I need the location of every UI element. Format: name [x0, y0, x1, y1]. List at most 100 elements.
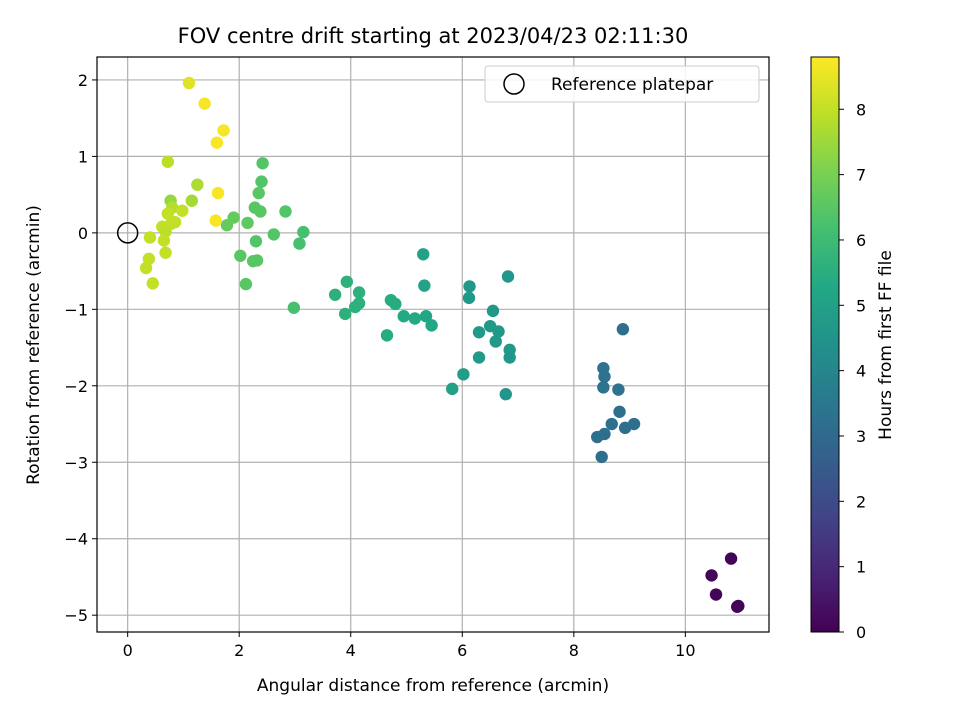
colorbar-tick-label: 2 [856, 492, 866, 511]
data-point [297, 225, 310, 239]
data-point [328, 288, 342, 301]
x-tick-label: 8 [569, 641, 579, 660]
data-point [472, 351, 486, 364]
data-point [210, 136, 224, 149]
data-point [143, 231, 157, 244]
data-point [612, 383, 625, 396]
y-tick-label: −2 [64, 377, 88, 396]
data-point [287, 301, 301, 314]
colorbar-tick-label: 1 [856, 558, 866, 577]
colorbar-tick-label: 5 [856, 296, 866, 315]
data-point [616, 323, 630, 336]
data-point [419, 310, 433, 323]
legend-box [484, 65, 760, 103]
reference-marker [116, 222, 139, 244]
colorbar-gradient [810, 56, 840, 633]
legend-entry-reference: Reference platepar [551, 75, 713, 95]
data-point [384, 293, 398, 307]
y-tick-label: −1 [64, 300, 88, 319]
y-tick-label: −4 [64, 530, 88, 549]
colorbar-label: Hours from first FF file [876, 250, 896, 440]
data-point [598, 370, 611, 383]
data-point [220, 219, 234, 232]
colorbar-tick-label: 0 [856, 623, 866, 642]
data-point [234, 249, 247, 263]
data-point [446, 382, 459, 396]
data-point [595, 450, 608, 464]
data-point [352, 286, 366, 299]
data-point [627, 417, 641, 431]
x-tick-label: 6 [457, 641, 467, 660]
data-point [146, 277, 159, 290]
y-tick-label: −5 [64, 606, 88, 625]
data-point [338, 307, 352, 321]
data-point [241, 216, 254, 230]
y-axis-label: Rotation from reference (arcmin) [24, 205, 44, 485]
data-point [499, 388, 512, 401]
colorbar: 0 1 2 3 4 5 6 7 8 Hours from first FF file [810, 56, 896, 642]
data-point [211, 186, 225, 200]
grid [97, 57, 769, 632]
data-point [249, 235, 263, 248]
data-point [161, 155, 175, 168]
y-tick-label: 0 [78, 224, 88, 243]
data-point [492, 325, 505, 338]
data-point [217, 124, 230, 137]
data-point [254, 205, 267, 218]
reference-platepar-marker [116, 222, 139, 244]
data-point [731, 600, 744, 613]
colorbar-tick-label: 7 [856, 166, 866, 185]
chart-title: FOV centre drift starting at 2023/04/23 … [178, 24, 689, 48]
data-point [613, 405, 626, 418]
data-point [293, 237, 306, 250]
data-point [408, 312, 422, 325]
data-point [176, 204, 189, 217]
data-point [472, 326, 486, 339]
data-point [209, 214, 222, 227]
data-points [139, 76, 745, 613]
data-point [397, 310, 410, 323]
data-point [256, 157, 269, 170]
data-point [489, 335, 502, 348]
data-point [462, 291, 476, 305]
data-point [503, 351, 516, 364]
x-tick-label: 2 [234, 641, 244, 660]
x-axis-label: Angular distance from reference (arcmin) [257, 676, 609, 696]
data-point [418, 279, 431, 292]
colorbar-ticks: 0 1 2 3 4 5 6 7 8 [839, 100, 866, 642]
colorbar-tick-label: 4 [856, 362, 866, 381]
data-point [463, 280, 476, 293]
plot-frame [96, 56, 770, 633]
data-point [349, 300, 362, 314]
data-point [185, 194, 199, 207]
legend-marker-icon [503, 73, 525, 95]
data-point [159, 246, 172, 259]
x-tick-label: 0 [123, 641, 133, 660]
data-point [591, 430, 604, 444]
data-point [724, 552, 738, 565]
data-point [182, 76, 196, 90]
y-tick-label: 2 [78, 71, 88, 90]
data-point [250, 254, 264, 267]
y-tick-label: 1 [78, 147, 88, 166]
x-tick-label: 4 [346, 641, 356, 660]
data-point [198, 97, 211, 110]
y-tick-label: −3 [64, 453, 88, 472]
x-tick-label: 10 [675, 641, 695, 660]
legend: Reference platepar [484, 65, 760, 103]
colorbar-tick-label: 6 [856, 231, 866, 250]
data-point [139, 261, 153, 275]
data-point [417, 248, 430, 261]
data-point [605, 417, 618, 431]
data-point [597, 381, 610, 394]
data-point [486, 304, 500, 318]
data-point [340, 275, 354, 289]
data-point [501, 270, 515, 283]
data-point [457, 368, 470, 381]
data-point [252, 186, 265, 200]
data-point [425, 319, 438, 332]
colorbar-tick-label: 3 [856, 427, 866, 446]
data-point [380, 329, 394, 342]
data-point [157, 234, 171, 247]
